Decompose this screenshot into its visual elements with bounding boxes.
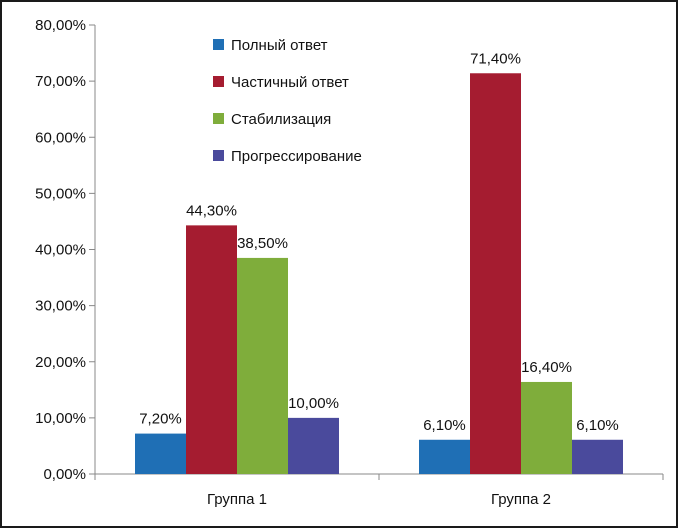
bar [237,257,288,474]
y-tick-label: 0,00% [43,466,86,483]
y-tick-label: 60,00% [35,129,86,146]
y-tick-label: 80,00% [35,17,86,34]
legend-label: Полный ответ [231,37,328,54]
legend-label: Частичный ответ [231,74,349,91]
data-label: 71,40% [470,50,521,67]
bar [186,225,237,474]
bar [572,439,623,474]
data-label: 6,10% [423,417,466,434]
data-label: 38,50% [237,235,288,252]
y-tick-label: 10,00% [35,410,86,427]
bar [288,417,339,474]
y-tick-label: 70,00% [35,73,86,90]
data-label: 7,20% [139,411,182,428]
category-label: Группа 2 [491,491,551,508]
data-label: 6,10% [576,417,619,434]
legend-label: Прогрессирование [231,148,362,165]
legend-swatch [213,150,224,161]
legend-swatch [213,76,224,87]
data-label: 44,30% [186,202,237,219]
legend-swatch [213,39,224,50]
y-tick-label: 50,00% [35,185,86,202]
bar [521,381,572,474]
y-tick-label: 30,00% [35,298,86,315]
legend-swatch [213,113,224,124]
data-label: 16,40% [521,359,572,376]
bar [419,439,470,474]
y-tick-label: 20,00% [35,354,86,371]
bar [135,433,186,474]
category-label: Группа 1 [207,491,267,508]
bar [470,73,521,474]
y-tick-label: 40,00% [35,242,86,259]
legend-label: Стабилизация [231,111,331,128]
data-label: 10,00% [288,395,339,412]
